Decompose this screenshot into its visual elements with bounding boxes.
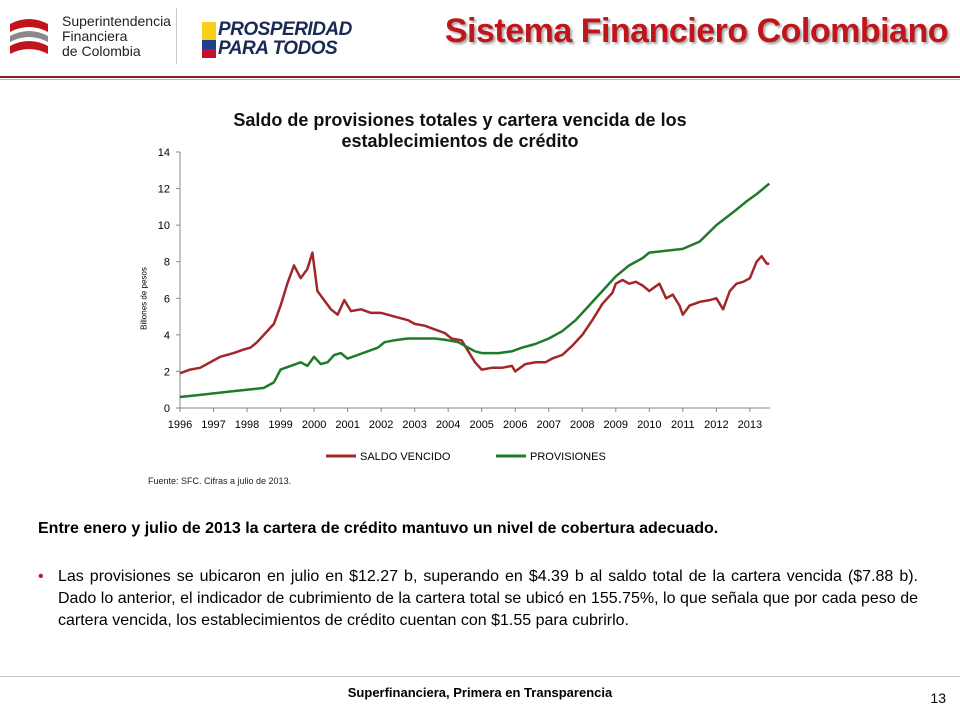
chart-plot: 0 2 4 6 8 10 12 14 1996 1997 1998 1999 2000 2001 2002 2… — [158, 147, 771, 463]
series-line-saldo-vencido — [179, 251, 770, 375]
x-tick-label: 2013 — [738, 419, 762, 431]
y-tick-label: 14 — [158, 147, 170, 159]
footer-tagline: Superfinanciera, Primera en Transparenci… — [347, 685, 613, 700]
sfc-line-1: Superintendencia — [62, 13, 171, 29]
series-line-provisiones — [179, 182, 771, 399]
footer-rule — [0, 676, 960, 677]
logo-divider — [176, 8, 177, 64]
x-tick-label: 2008 — [570, 419, 594, 431]
bullet-item: • Las provisiones se ubicaron en julio e… — [38, 566, 918, 632]
y-tick-label: 12 — [158, 184, 170, 196]
x-tick-label: 2011 — [671, 419, 695, 431]
x-tick-label: 2002 — [369, 419, 393, 431]
page-title: Sistema Financiero Colombiano — [444, 12, 949, 50]
colombia-flag-icon — [202, 22, 216, 58]
sfc-line-2: Financiera — [62, 28, 128, 44]
chart: Saldo de provisiones totales y cartera v… — [130, 104, 790, 494]
x-tick-label: 2006 — [503, 419, 527, 431]
x-tick-label: 2005 — [469, 419, 493, 431]
x-tick-label: 1997 — [201, 419, 225, 431]
x-tick-label: 2003 — [402, 419, 426, 431]
x-tick-label: 1999 — [268, 419, 292, 431]
x-tick-label: 2001 — [335, 419, 359, 431]
sfc-logo-text: Superintendencia Financiera de Colombia — [62, 14, 171, 59]
y-tick-label: 8 — [164, 257, 170, 269]
sfc-logo: Superintendencia Financiera de Colombia — [6, 12, 176, 64]
header-rule — [0, 76, 960, 78]
prosperidad-line-2: PARA TODOS — [218, 38, 338, 59]
page-number: 13 — [930, 690, 946, 706]
chart-title: Saldo de provisiones totales y cartera v… — [233, 110, 687, 151]
x-tick-label: 2010 — [637, 419, 661, 431]
summary-text: Entre enero y julio de 2013 la cartera d… — [38, 520, 719, 537]
header-rule-shadow — [0, 79, 960, 80]
prosperidad-text: PROSPERIDAD PARA TODOS — [218, 20, 352, 58]
sfc-emblem-icon — [6, 14, 52, 60]
x-tick-label: 2009 — [604, 419, 628, 431]
header: Superintendencia Financiera de Colombia … — [0, 0, 960, 80]
x-tick-label: 2007 — [537, 419, 561, 431]
x-tick-label: 2004 — [436, 419, 460, 431]
prosperidad-logo: PROSPERIDAD PARA TODOS — [202, 18, 352, 62]
y-tick-label: 4 — [164, 330, 170, 342]
x-tick-label: 2000 — [302, 419, 326, 431]
x-tick-label: 1998 — [235, 419, 259, 431]
x-tick-label: 2012 — [704, 419, 728, 431]
prosperidad-line-1: PROSPERIDAD — [218, 19, 352, 40]
y-tick-label: 0 — [164, 403, 170, 415]
chart-source: Fuente: SFC. Cifras a julio de 2013. — [148, 476, 292, 486]
y-tick-label: 10 — [158, 220, 170, 232]
bullet-text: Las provisiones se ubicaron en julio en … — [58, 568, 918, 629]
y-tick-label: 2 — [164, 366, 170, 378]
legend-label-saldo-vencido: SALDO VENCIDO — [360, 451, 451, 463]
x-tick-label: 1996 — [168, 419, 192, 431]
sfc-line-3: de Colombia — [62, 43, 141, 59]
bullet-icon: • — [38, 568, 44, 585]
y-tick-label: 6 — [164, 293, 170, 305]
legend-label-provisiones: PROVISIONES — [530, 451, 606, 463]
